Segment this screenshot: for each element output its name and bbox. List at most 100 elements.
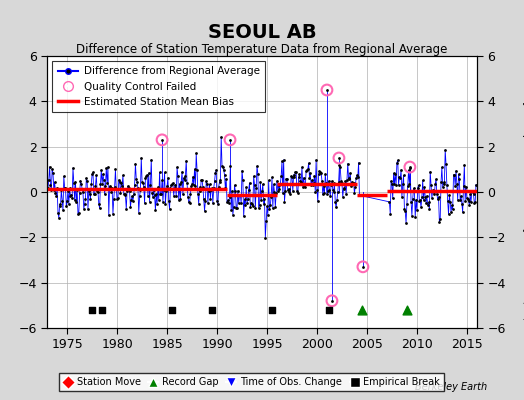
Point	[95, 205, 104, 212]
Point	[158, 137, 166, 143]
Point	[269, 181, 278, 188]
Point	[148, 189, 156, 196]
Point	[135, 193, 144, 199]
Point	[115, 178, 124, 185]
Point	[405, 167, 413, 174]
Point	[293, 188, 301, 194]
Point	[141, 175, 150, 182]
Point	[261, 234, 269, 241]
Point	[47, 187, 56, 194]
Point	[49, 170, 57, 176]
Point	[245, 187, 253, 193]
Point	[406, 164, 414, 170]
Point	[318, 178, 326, 184]
Point	[77, 181, 85, 187]
Point	[105, 183, 114, 190]
Point	[228, 188, 236, 194]
Point	[247, 200, 255, 206]
Point	[325, 187, 334, 194]
Point	[46, 182, 54, 188]
Point	[205, 181, 214, 188]
Point	[70, 179, 78, 186]
Point	[128, 193, 136, 200]
Point	[82, 175, 91, 182]
Point	[234, 188, 242, 194]
Point	[285, 188, 293, 195]
Point	[440, 181, 449, 188]
Point	[410, 187, 419, 194]
Point	[320, 183, 328, 190]
Point	[225, 194, 234, 200]
Point	[470, 200, 478, 206]
Point	[428, 195, 436, 201]
Y-axis label: Monthly Temperature Anomaly Difference (°C): Monthly Temperature Anomaly Difference (…	[522, 63, 524, 321]
Point	[165, 198, 173, 204]
Point	[467, 188, 476, 194]
Point	[215, 178, 224, 185]
Point	[239, 213, 248, 220]
Point	[119, 190, 128, 197]
Point	[221, 185, 230, 192]
Point	[462, 184, 470, 190]
Point	[248, 200, 256, 207]
Point	[112, 186, 121, 193]
Point	[78, 186, 86, 192]
Point	[107, 189, 115, 195]
Point	[89, 169, 97, 176]
Point	[72, 199, 81, 205]
Point	[387, 178, 395, 185]
Point	[144, 193, 152, 199]
Point	[270, 189, 279, 195]
Point	[110, 196, 118, 202]
Point	[129, 191, 138, 198]
Point	[255, 205, 263, 211]
Point	[58, 197, 67, 204]
Point	[320, 190, 329, 196]
Point	[265, 206, 274, 212]
Point	[132, 176, 140, 182]
Point	[67, 191, 75, 198]
Point	[319, 191, 327, 198]
Point	[463, 195, 471, 201]
Point	[324, 178, 333, 184]
Point	[135, 210, 143, 216]
Point	[202, 178, 211, 185]
Point	[203, 180, 211, 187]
Point	[249, 203, 257, 209]
Point	[278, 158, 286, 165]
Point	[66, 185, 74, 192]
Point	[54, 214, 63, 221]
Point	[159, 198, 167, 205]
Point	[325, 307, 333, 313]
Point	[288, 174, 296, 180]
Point	[422, 200, 430, 206]
Point	[335, 155, 343, 161]
Point	[180, 177, 189, 183]
Point	[178, 169, 186, 175]
Point	[161, 201, 170, 207]
Point	[150, 192, 159, 198]
Point	[166, 185, 174, 191]
Point	[285, 186, 293, 192]
Point	[115, 177, 123, 183]
Point	[136, 187, 145, 193]
Point	[159, 186, 168, 193]
Point	[279, 190, 287, 196]
Point	[453, 196, 462, 203]
Point	[429, 189, 438, 195]
Point	[358, 307, 366, 313]
Point	[395, 174, 403, 180]
Point	[296, 178, 304, 185]
Point	[59, 207, 67, 213]
Point	[420, 184, 429, 190]
Point	[389, 170, 398, 176]
Point	[391, 171, 399, 177]
Point	[283, 187, 292, 194]
Point	[434, 194, 443, 200]
Point	[195, 184, 204, 190]
Point	[103, 180, 111, 186]
Point	[348, 180, 357, 186]
Point	[208, 307, 216, 313]
Point	[198, 177, 206, 183]
Point	[444, 211, 453, 218]
